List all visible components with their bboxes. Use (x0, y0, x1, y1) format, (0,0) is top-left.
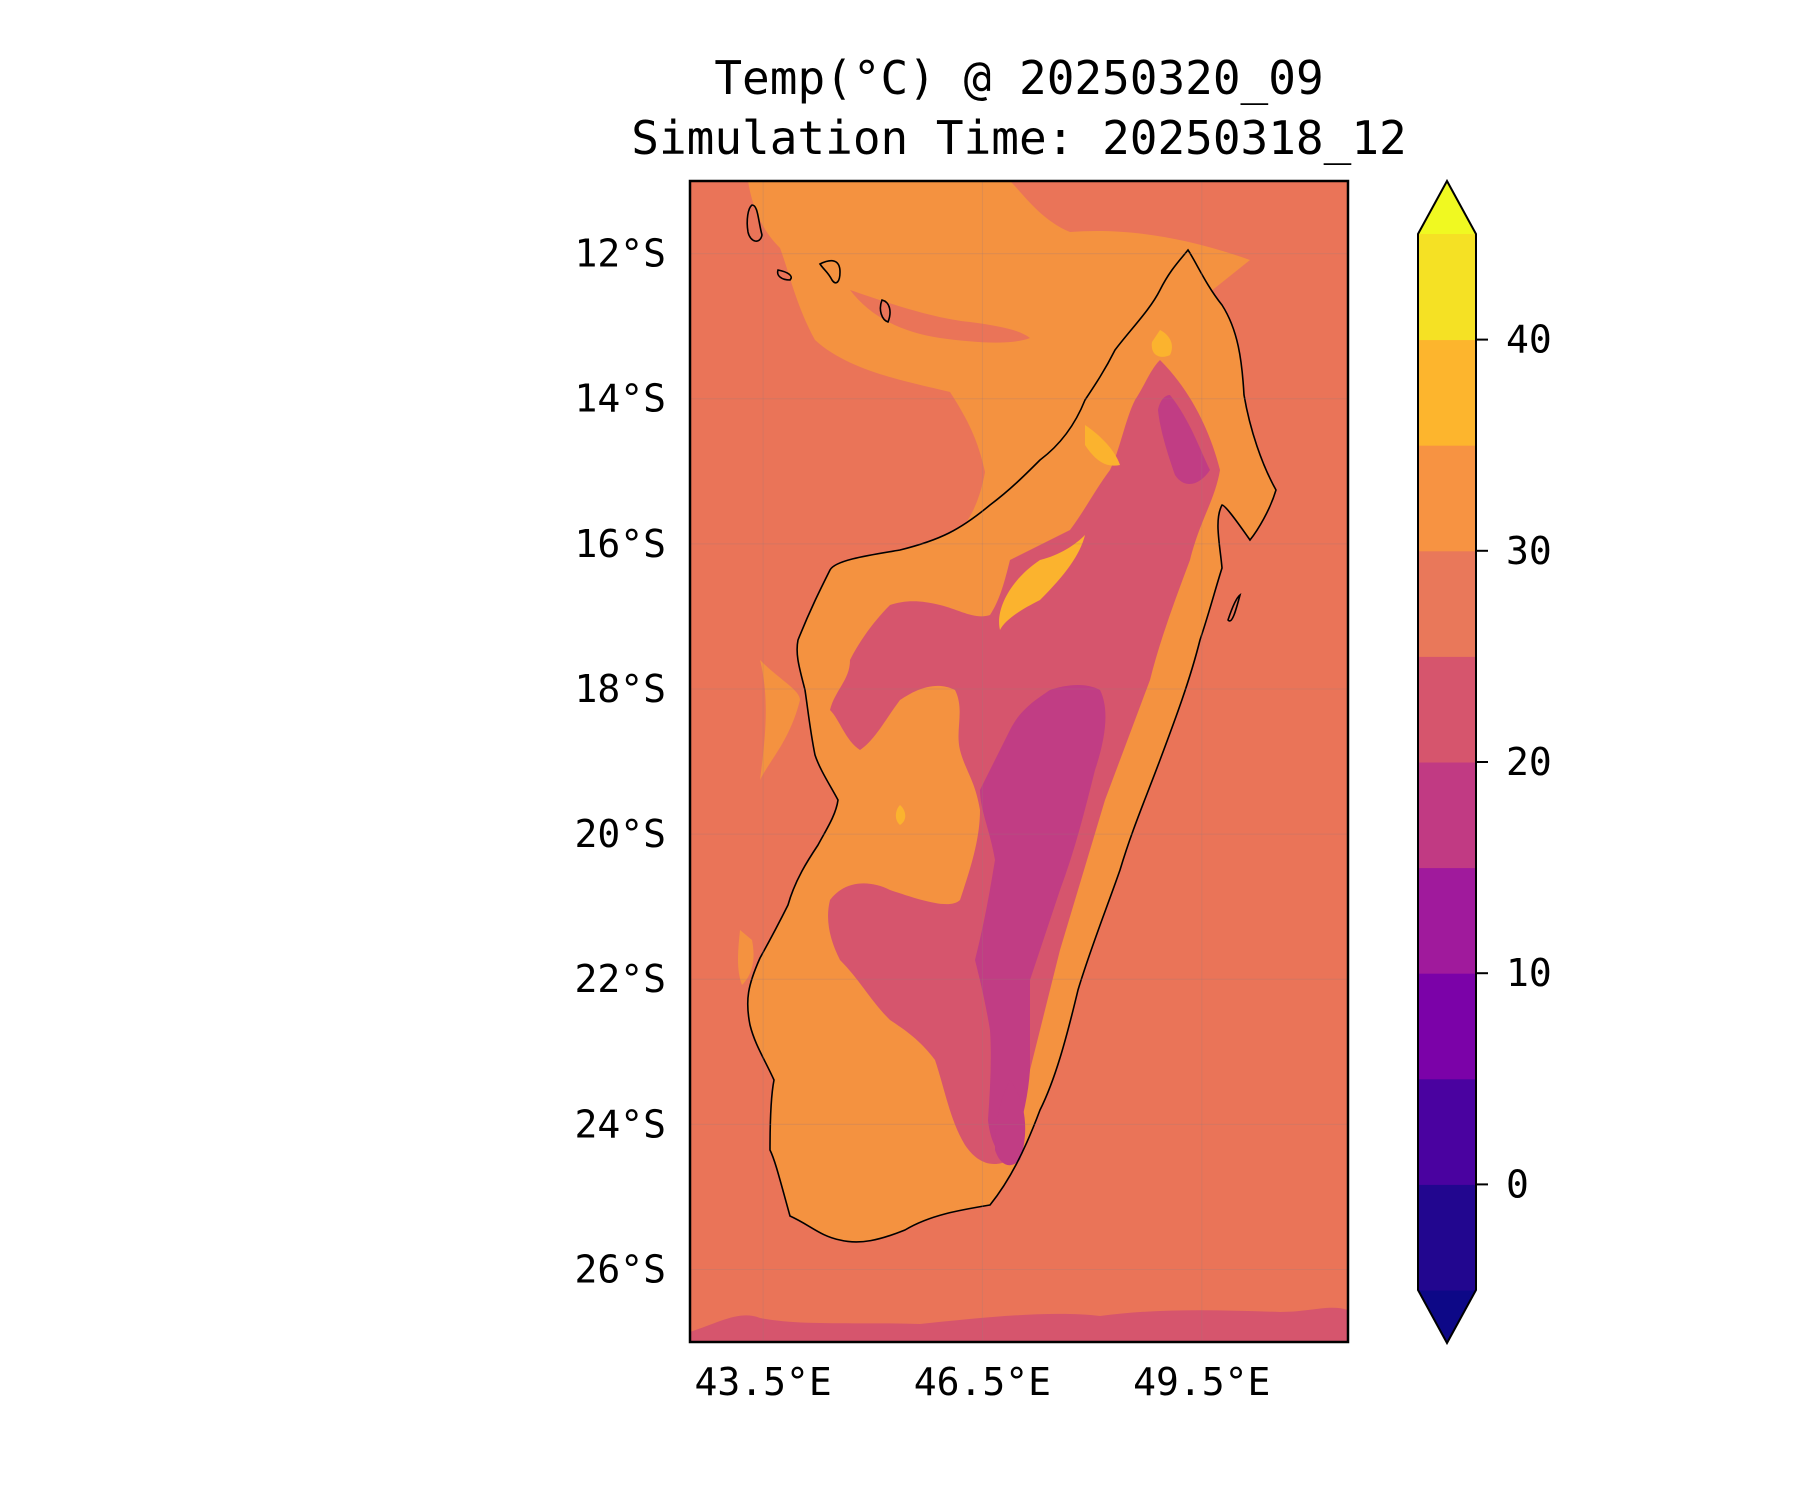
map-frame (688, 179, 1350, 1344)
colorbar-segment (1418, 1184, 1476, 1291)
colorbar-segment (1418, 973, 1476, 1080)
colorbar-segment (1418, 339, 1476, 446)
colorbar-segment (1418, 762, 1476, 869)
lat-tick-label: 24°S (574, 1102, 666, 1146)
southern-cool-strip (690, 1307, 1348, 1342)
colorbar-tick-label: 40 (1506, 318, 1552, 362)
north-hot-spot (1151, 330, 1172, 357)
lon-tick-label: 49.5°E (1133, 1360, 1270, 1404)
lon-tick-label: 46.5°E (914, 1360, 1051, 1404)
island-mayotte (879, 299, 891, 323)
island-comoros-east (818, 259, 841, 284)
lon-tick-label: 43.5°E (694, 1360, 831, 1404)
lat-tick-label: 20°S (574, 812, 666, 856)
map-title: Temp(°C) @ 20250320_09 (714, 51, 1323, 105)
colorbar-extend-max (1418, 181, 1476, 234)
map-subtitle: Simulation Time: 20250318_12 (631, 111, 1406, 165)
central-hot-dot (895, 805, 906, 825)
northwest-hot-spot (1085, 425, 1120, 466)
map-gridlines (690, 181, 1348, 1342)
lat-tick-label: 16°S (574, 522, 666, 566)
colorbar-tick-label: 30 (1506, 529, 1552, 573)
northeast-cool-pocket (1158, 395, 1210, 485)
highland-cool-zone (975, 685, 1106, 1160)
central-north-hot-spot (999, 535, 1085, 630)
colorbar-segment (1418, 1078, 1476, 1185)
lat-tick-label: 18°S (574, 667, 666, 711)
colorbar-outline (1417, 178, 1477, 1346)
southwest-sea-warm-fringe (738, 930, 754, 985)
colorbar-segment (1418, 445, 1476, 552)
colorbar-segment (1418, 550, 1476, 657)
western-sea-warm-fringe (760, 660, 800, 780)
latitude-labels: 12°S 14°S 16°S 18°S 20°S 22°S 24°S 26°S (574, 232, 666, 1292)
colorbar-tick-label: 0 (1506, 1162, 1529, 1206)
northern-sea-mild-streak (850, 290, 1030, 343)
lat-tick-label: 12°S (574, 232, 666, 276)
colorbar: 0 10 20 30 40 (1417, 178, 1552, 1346)
island-comoros-west (746, 204, 763, 242)
colorbar-segment (1418, 234, 1476, 341)
southeast-cool-pocket (995, 1080, 1026, 1166)
colorbar-segment (1418, 867, 1476, 974)
lat-tick-label: 26°S (574, 1247, 666, 1291)
madagascar-coastline (746, 248, 1277, 1243)
lat-tick-label: 22°S (574, 957, 666, 1001)
island-east-coast (1227, 592, 1242, 622)
longitude-labels: 43.5°E 46.5°E 49.5°E (694, 1360, 1270, 1404)
colorbar-extend-min (1418, 1290, 1476, 1343)
colorbar-segment (1418, 656, 1476, 763)
lat-tick-label: 14°S (574, 377, 666, 421)
map-panel (690, 181, 1348, 1342)
colorbar-tick-label: 20 (1506, 740, 1552, 784)
island-comoros-small (776, 269, 793, 281)
colorbar-tick-label: 10 (1506, 951, 1552, 995)
